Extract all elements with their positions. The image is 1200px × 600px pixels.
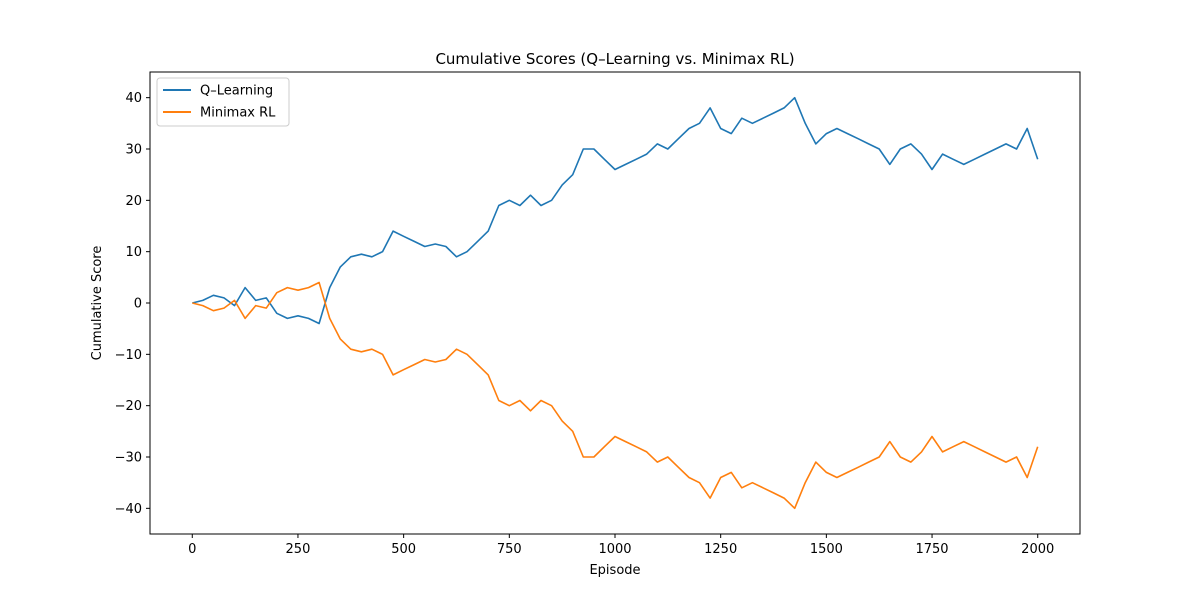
x-tick-label: 1250 [704,542,737,557]
x-tick-label: 500 [391,542,416,557]
x-axis: 0 250 500 750 1000 1250 1500 1750 2000 [188,534,1054,557]
y-tick-label: 0 [134,297,142,312]
y-tick-label: 20 [125,194,142,209]
y-axis: −40 −30 −20 −10 0 10 20 30 40 [115,91,150,517]
y-axis-label: Cumulative Score [90,246,105,361]
x-tick-label: 250 [286,542,311,557]
chart-title: Cumulative Scores (Q–Learning vs. Minima… [435,50,794,68]
y-tick-label: −30 [115,451,142,466]
y-tick-label: −40 [115,502,142,517]
x-tick-label: 0 [188,542,196,557]
y-tick-label: 10 [125,245,142,260]
y-tick-label: −20 [115,399,142,414]
plot-area-frame [149,71,1081,535]
x-tick-label: 1750 [915,542,948,557]
x-tick-label: 1000 [598,542,631,557]
y-tick-label: 40 [125,91,142,106]
x-axis-label: Episode [589,563,640,578]
series-line-0 [192,96,1039,325]
y-tick-label: 30 [125,143,142,158]
legend-label-0: Q–Learning [200,84,273,99]
legend: Q–Learning Minimax RL [156,77,290,127]
x-tick-label: 750 [497,542,522,557]
plot-lines [192,96,1039,510]
x-tick-label: 2000 [1021,542,1054,557]
y-tick-label: −10 [115,348,142,363]
legend-label-1: Minimax RL [200,106,276,121]
series-line-1 [192,281,1039,510]
x-tick-label: 1500 [810,542,843,557]
